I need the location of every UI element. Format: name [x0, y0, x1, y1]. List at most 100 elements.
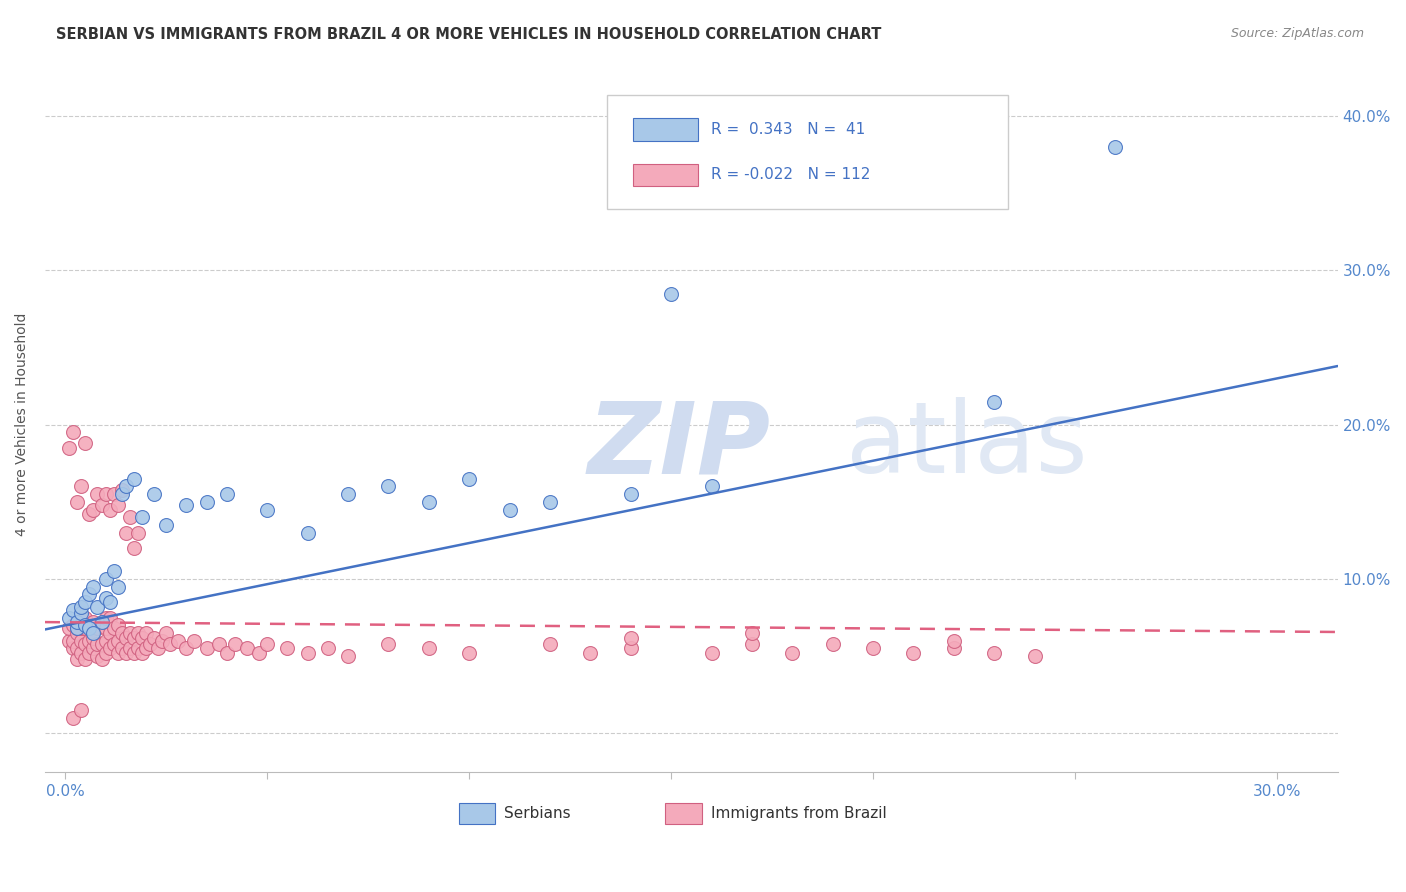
Point — [79, 587, 101, 601]
Point — [90, 652, 112, 666]
Point — [118, 626, 141, 640]
Point — [103, 564, 125, 578]
Point — [122, 472, 145, 486]
Point — [297, 646, 319, 660]
Point — [75, 436, 97, 450]
Point — [297, 525, 319, 540]
Point — [224, 637, 246, 651]
Text: Serbians: Serbians — [503, 806, 571, 822]
Point — [58, 441, 80, 455]
Point — [903, 646, 925, 660]
Point — [135, 641, 157, 656]
Point — [82, 615, 104, 630]
Point — [316, 641, 339, 656]
Point — [62, 603, 84, 617]
Point — [103, 487, 125, 501]
Point — [94, 622, 117, 636]
Point — [62, 618, 84, 632]
Point — [66, 495, 89, 509]
Point — [66, 626, 89, 640]
Point — [176, 498, 198, 512]
Point — [94, 572, 117, 586]
Point — [127, 626, 149, 640]
Point — [782, 646, 804, 660]
Point — [107, 580, 129, 594]
Point — [114, 479, 136, 493]
Point — [498, 502, 520, 516]
Point — [741, 626, 763, 640]
Text: R =  0.343   N =  41: R = 0.343 N = 41 — [710, 122, 865, 137]
Point — [70, 646, 93, 660]
Point — [983, 394, 1005, 409]
Point — [114, 631, 136, 645]
Bar — [665, 803, 702, 824]
Point — [82, 580, 104, 594]
Text: SERBIAN VS IMMIGRANTS FROM BRAZIL 4 OR MORE VEHICLES IN HOUSEHOLD CORRELATION CH: SERBIAN VS IMMIGRANTS FROM BRAZIL 4 OR M… — [56, 27, 882, 42]
Point — [70, 606, 93, 620]
Point — [75, 622, 97, 636]
Point — [58, 622, 80, 636]
Point — [79, 507, 101, 521]
Point — [94, 487, 117, 501]
Point — [90, 615, 112, 630]
Point — [107, 646, 129, 660]
Point — [94, 591, 117, 605]
Point — [58, 633, 80, 648]
Point — [86, 649, 108, 664]
Point — [94, 610, 117, 624]
Point — [236, 641, 259, 656]
Bar — [458, 803, 495, 824]
Point — [150, 633, 173, 648]
Point — [79, 622, 101, 636]
Point — [82, 626, 104, 640]
Point — [127, 641, 149, 656]
Point — [155, 626, 177, 640]
Point — [122, 646, 145, 660]
Point — [58, 610, 80, 624]
Point — [98, 626, 121, 640]
Point — [75, 595, 97, 609]
Point — [276, 641, 298, 656]
Point — [377, 479, 399, 493]
Point — [458, 646, 481, 660]
Point — [620, 641, 643, 656]
Point — [1104, 140, 1126, 154]
Point — [122, 631, 145, 645]
Point — [131, 510, 153, 524]
Point — [377, 637, 399, 651]
Point — [700, 479, 723, 493]
Point — [98, 502, 121, 516]
Text: Immigrants from Brazil: Immigrants from Brazil — [710, 806, 886, 822]
Point — [98, 610, 121, 624]
Point — [256, 502, 278, 516]
Point — [70, 633, 93, 648]
Point — [82, 631, 104, 645]
Point — [79, 633, 101, 648]
Point — [66, 622, 89, 636]
Text: atlas: atlas — [846, 397, 1088, 494]
Point — [195, 641, 218, 656]
Point — [62, 711, 84, 725]
Point — [247, 646, 270, 660]
Point — [98, 595, 121, 609]
Point — [942, 633, 965, 648]
Point — [86, 599, 108, 614]
Point — [418, 641, 440, 656]
Point — [75, 652, 97, 666]
Point — [70, 703, 93, 717]
Point — [143, 631, 166, 645]
Point — [659, 286, 682, 301]
Point — [146, 641, 169, 656]
Point — [1024, 649, 1046, 664]
Point — [127, 525, 149, 540]
Point — [620, 487, 643, 501]
Point — [114, 646, 136, 660]
Point — [75, 618, 97, 632]
Bar — [633, 119, 697, 141]
Point — [118, 510, 141, 524]
Text: R = -0.022   N = 112: R = -0.022 N = 112 — [710, 167, 870, 182]
Point — [66, 641, 89, 656]
Point — [579, 646, 602, 660]
Point — [70, 479, 93, 493]
FancyBboxPatch shape — [607, 95, 1008, 210]
